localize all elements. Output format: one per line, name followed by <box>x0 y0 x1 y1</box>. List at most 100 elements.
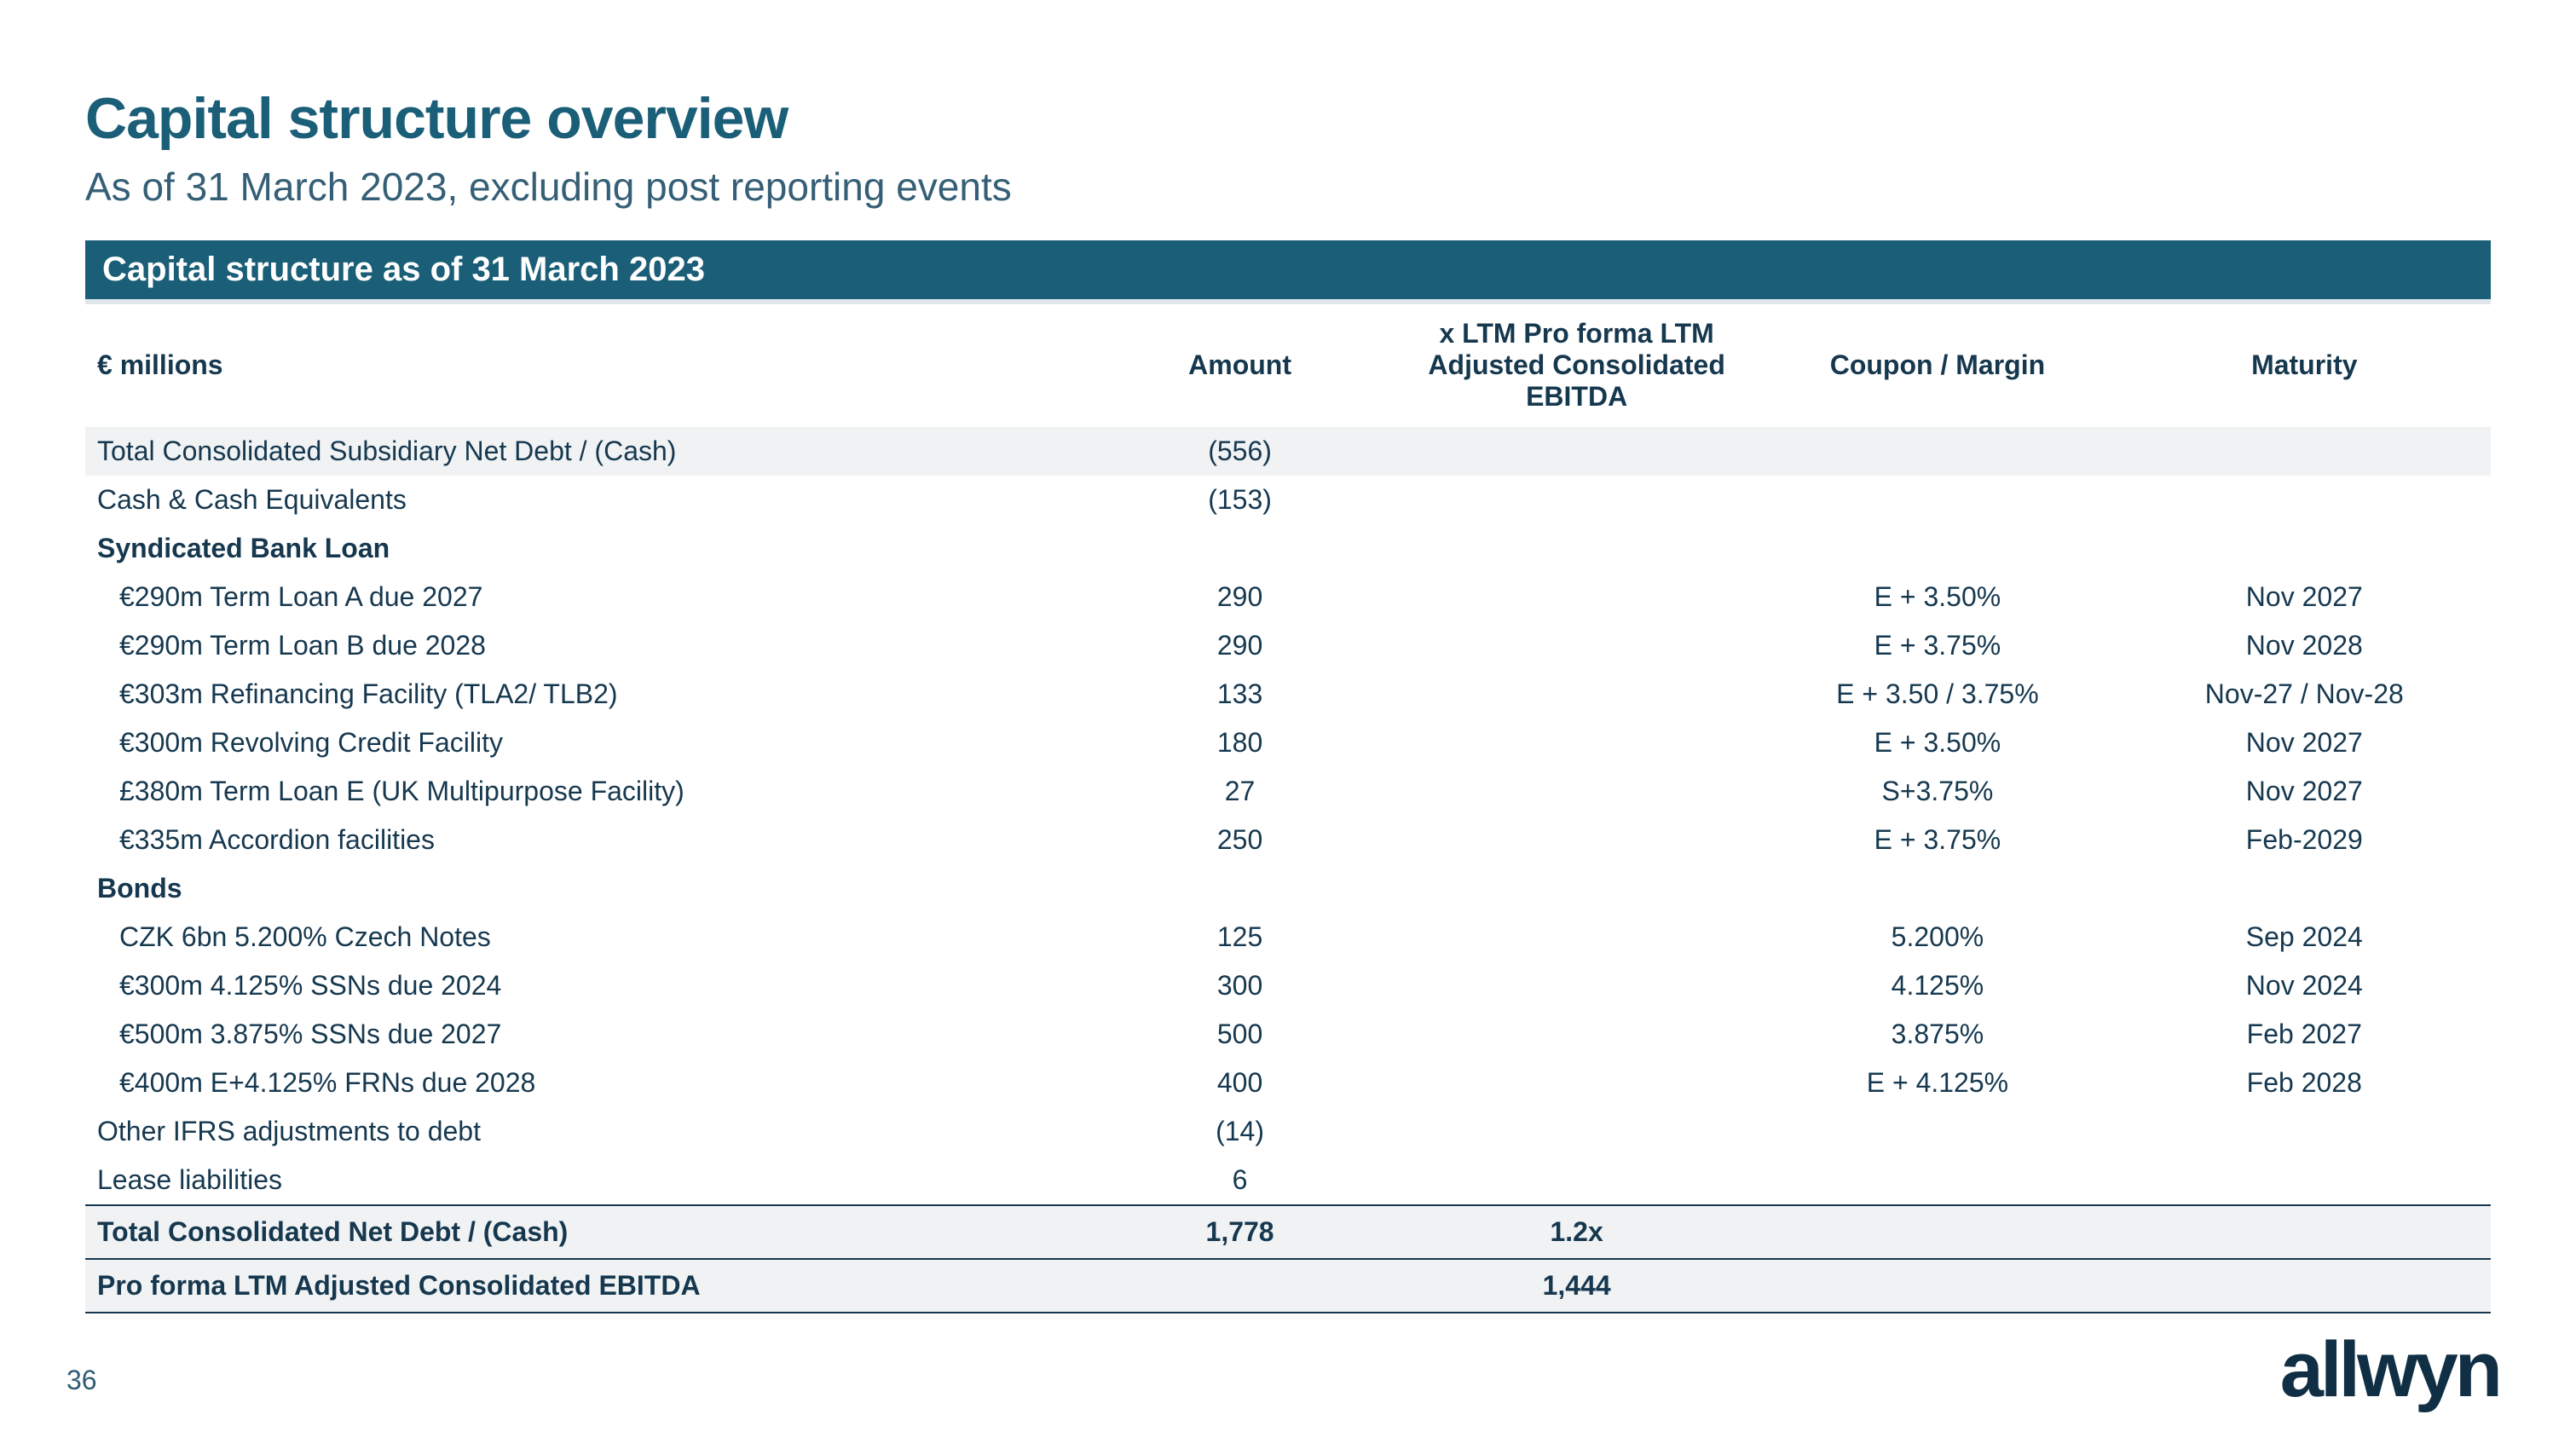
cell-multiple: 1.2x <box>1396 1205 1757 1259</box>
cell-amount: 6 <box>1083 1156 1396 1205</box>
cell-label: €335m Accordion facilities <box>85 816 1083 864</box>
cell-amount: 500 <box>1083 1010 1396 1059</box>
cell-amount: 133 <box>1083 670 1396 719</box>
table-row: Bonds <box>85 864 2491 913</box>
cell-maturity: Feb 2027 <box>2118 1010 2491 1059</box>
cell-label: €303m Refinancing Facility (TLA2/ TLB2) <box>85 670 1083 719</box>
cell-maturity: Nov 2027 <box>2118 573 2491 621</box>
brand-logo: allwyn <box>2280 1325 2499 1415</box>
page-number: 36 <box>66 1365 97 1396</box>
cell-multiple <box>1396 476 1757 524</box>
cell-multiple <box>1396 1156 1757 1205</box>
cell-label: Cash & Cash Equivalents <box>85 476 1083 524</box>
cell-multiple: 1,444 <box>1396 1259 1757 1313</box>
table-row: Cash & Cash Equivalents(153) <box>85 476 2491 524</box>
table-row: £380m Term Loan E (UK Multipurpose Facil… <box>85 767 2491 816</box>
cell-coupon: S+3.75% <box>1757 767 2117 816</box>
cell-label: Total Consolidated Subsidiary Net Debt /… <box>85 427 1083 476</box>
cell-multiple <box>1396 1010 1757 1059</box>
cell-coupon <box>1757 1156 2117 1205</box>
cell-label: €290m Term Loan A due 2027 <box>85 573 1083 621</box>
cell-maturity: Nov 2027 <box>2118 719 2491 767</box>
cell-multiple <box>1396 816 1757 864</box>
cell-maturity: Nov 2024 <box>2118 961 2491 1010</box>
page-subtitle: As of 31 March 2023, excluding post repo… <box>85 164 2491 210</box>
table-body: Total Consolidated Subsidiary Net Debt /… <box>85 427 2491 1313</box>
table-row: €300m Revolving Credit Facility180 E + 3.… <box>85 719 2491 767</box>
table-row: €303m Refinancing Facility (TLA2/ TLB2)1… <box>85 670 2491 719</box>
cell-label: £380m Term Loan E (UK Multipurpose Facil… <box>85 767 1083 816</box>
table-row: Total Consolidated Subsidiary Net Debt /… <box>85 427 2491 476</box>
cell-coupon <box>1757 427 2117 476</box>
col-header-multiple: x LTM Pro forma LTM Adjusted Consolidate… <box>1396 304 1757 427</box>
cell-coupon: 5.200% <box>1757 913 2117 961</box>
table-row: €335m Accordion facilities250E + 3.75%Fe… <box>85 816 2491 864</box>
table-row: Other IFRS adjustments to debt(14) <box>85 1107 2491 1156</box>
cell-multiple <box>1396 573 1757 621</box>
cell-label: Total Consolidated Net Debt / (Cash) <box>85 1205 1083 1259</box>
cell-amount: (14) <box>1083 1107 1396 1156</box>
cell-amount <box>1083 1259 1396 1313</box>
cell-multiple <box>1396 961 1757 1010</box>
cell-multiple <box>1396 1107 1757 1156</box>
cell-label: Pro forma LTM Adjusted Consolidated EBIT… <box>85 1259 1083 1313</box>
cell-label: Other IFRS adjustments to debt <box>85 1107 1083 1156</box>
cell-coupon: E + 3.50% <box>1757 573 2117 621</box>
cell-multiple <box>1396 719 1757 767</box>
cell-label: €290m Term Loan B due 2028 <box>85 621 1083 670</box>
cell-maturity: Feb 2028 <box>2118 1059 2491 1107</box>
col-header-maturity: Maturity <box>2118 304 2491 427</box>
cell-maturity: Nov 2028 <box>2118 621 2491 670</box>
cell-multiple <box>1396 1059 1757 1107</box>
table-header: € millions Amount x LTM Pro forma LTM Ad… <box>85 304 2491 427</box>
cell-multiple <box>1396 670 1757 719</box>
cell-coupon: E + 3.75% <box>1757 816 2117 864</box>
cell-amount: 300 <box>1083 961 1396 1010</box>
cell-label: €400m E+4.125% FRNs due 2028 <box>85 1059 1083 1107</box>
capital-structure-table: € millions Amount x LTM Pro forma LTM Ad… <box>85 304 2491 1313</box>
cell-label: €300m Revolving Credit Facility <box>85 719 1083 767</box>
cell-coupon: 3.875% <box>1757 1010 2117 1059</box>
cell-coupon: E + 3.50% <box>1757 719 2117 767</box>
cell-maturity <box>2118 476 2491 524</box>
cell-amount: 27 <box>1083 767 1396 816</box>
section-heading: Syndicated Bank Loan <box>85 524 2491 573</box>
cell-maturity <box>2118 1107 2491 1156</box>
cell-amount: 290 <box>1083 573 1396 621</box>
cell-maturity: Nov 2027 <box>2118 767 2491 816</box>
cell-maturity: Nov-27 / Nov-28 <box>2118 670 2491 719</box>
section-heading: Bonds <box>85 864 2491 913</box>
cell-label: €300m 4.125% SSNs due 2024 <box>85 961 1083 1010</box>
cell-amount: 250 <box>1083 816 1396 864</box>
table-row: €290m Term Loan B due 2028290 E + 3.75%No… <box>85 621 2491 670</box>
cell-coupon: 4.125% <box>1757 961 2117 1010</box>
cell-maturity <box>2118 1205 2491 1259</box>
page-title: Capital structure overview <box>85 85 2491 152</box>
cell-multiple <box>1396 427 1757 476</box>
table-row: Pro forma LTM Adjusted Consolidated EBIT… <box>85 1259 2491 1313</box>
cell-amount: 125 <box>1083 913 1396 961</box>
cell-amount: 180 <box>1083 719 1396 767</box>
cell-multiple <box>1396 913 1757 961</box>
cell-label: Lease liabilities <box>85 1156 1083 1205</box>
cell-maturity <box>2118 427 2491 476</box>
col-header-amount: Amount <box>1083 304 1396 427</box>
table-row: €400m E+4.125% FRNs due 2028400E + 4.125… <box>85 1059 2491 1107</box>
table-row: €300m 4.125% SSNs due 2024300 4.125%Nov 2… <box>85 961 2491 1010</box>
cell-label: CZK 6bn 5.200% Czech Notes <box>85 913 1083 961</box>
cell-label: €500m 3.875% SSNs due 2027 <box>85 1010 1083 1059</box>
cell-amount: (153) <box>1083 476 1396 524</box>
cell-coupon <box>1757 1205 2117 1259</box>
table-banner: Capital structure as of 31 March 2023 <box>85 240 2491 304</box>
cell-coupon <box>1757 1107 2117 1156</box>
col-header-label: € millions <box>85 304 1083 427</box>
cell-coupon: E + 3.50 / 3.75% <box>1757 670 2117 719</box>
table-row: CZK 6bn 5.200% Czech Notes1255.200%Sep 2… <box>85 913 2491 961</box>
cell-amount: 400 <box>1083 1059 1396 1107</box>
cell-coupon: E + 3.75% <box>1757 621 2117 670</box>
cell-maturity <box>2118 1259 2491 1313</box>
cell-amount: 1,778 <box>1083 1205 1396 1259</box>
cell-amount: 290 <box>1083 621 1396 670</box>
cell-coupon <box>1757 476 2117 524</box>
slide-page: Capital structure overview As of 31 Marc… <box>0 0 2576 1449</box>
